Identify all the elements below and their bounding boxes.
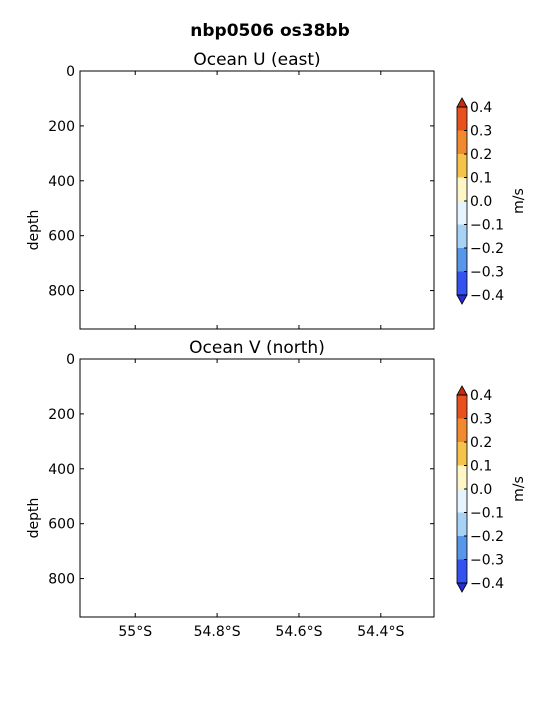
colorbar-tick-label: 0.4: [470, 388, 492, 404]
y-tick-label: 200: [48, 407, 75, 423]
colorbar-extend-top: [456, 385, 468, 396]
x-tick-label: 54.4°S: [357, 624, 404, 640]
colorbar-band: [457, 248, 467, 272]
colorbar-band: [457, 201, 467, 225]
x-tick-label: 54.6°S: [275, 624, 322, 640]
colorbar-tick-label: −0.2: [470, 529, 504, 545]
colorbar-tick-label: −0.1: [470, 218, 504, 234]
colorbar-label: m/s: [511, 476, 527, 502]
x-tick-label: 54.8°S: [194, 624, 241, 640]
y-tick-label: 400: [48, 174, 75, 190]
colorbar-band: [457, 224, 467, 249]
colorbar-tick-label: 0.0: [470, 194, 492, 210]
colorbar-tick-label: −0.4: [470, 288, 504, 304]
colorbar-band: [457, 512, 467, 537]
y-tick-label: 400: [48, 462, 75, 478]
x-tick-label: 55°S: [118, 624, 152, 640]
colorbar-label: m/s: [511, 188, 527, 214]
colorbar-tick-label: 0.0: [470, 482, 492, 498]
colorbar-band: [457, 271, 467, 296]
colorbar-tick-label: −0.3: [470, 265, 504, 281]
plot-area: [79, 358, 435, 618]
colorbar-extend-bottom: [456, 294, 468, 305]
y-tick-label: 200: [48, 119, 75, 135]
colorbar-band: [457, 536, 467, 560]
panel-2: Ocean V (north) 0 200 400 600 800 depth 55°S 54.…: [26, 338, 527, 640]
colorbar-extend-top: [456, 97, 468, 108]
colorbar-band: [457, 177, 467, 202]
colorbar-band: [457, 559, 467, 584]
colorbar-tick-label: 0.2: [470, 147, 492, 163]
colorbar-tick-label: −0.3: [470, 553, 504, 569]
y-tick-label: 600: [48, 229, 75, 245]
colorbar: 0.4 0.3 0.2 0.1 0.0 −0.1 −0.2 −0.3 −0.4 m/s: [456, 385, 527, 593]
colorbar-band: [457, 107, 467, 131]
colorbar-band: [457, 154, 467, 178]
colorbar-tick-label: 0.3: [470, 124, 492, 140]
colorbar-band: [457, 130, 467, 155]
y-axis-label: depth: [26, 210, 42, 251]
y-axis-label: depth: [26, 498, 42, 539]
colorbar-tick-label: 0.3: [470, 412, 492, 428]
colorbar-band: [457, 489, 467, 513]
colorbar-tick-label: 0.4: [470, 100, 492, 116]
colorbar-extend-bottom: [456, 582, 468, 593]
y-tick-label: 800: [48, 284, 75, 300]
colorbar-tick-label: 0.1: [470, 459, 492, 475]
colorbar-band: [457, 418, 467, 443]
colorbar-tick-label: −0.1: [470, 506, 504, 522]
colorbar-band: [457, 442, 467, 466]
panel-1: Ocean U (east)0200400600800depth0.40.30.…: [26, 50, 527, 330]
colorbar-band: [457, 395, 467, 419]
colorbar: 0.4 0.3 0.2 0.1 0.0 −0.1 −0.2 −0.3 −0.4 m/s: [456, 97, 527, 305]
colorbar-tick-label: 0.1: [470, 171, 492, 187]
colorbar-tick-label: −0.4: [470, 576, 504, 592]
panel-title: Ocean U (east): [193, 50, 320, 70]
y-tick-label: 0: [66, 64, 75, 80]
figure-title: nbp0506 os38bb: [190, 21, 349, 41]
plot-area: [79, 70, 435, 330]
y-tick-label: 600: [48, 517, 75, 533]
panel-title: Ocean V (north): [189, 338, 325, 358]
colorbar-tick-label: −0.2: [470, 241, 504, 257]
colorbar-tick-label: 0.2: [470, 435, 492, 451]
colorbar-band: [457, 465, 467, 490]
y-tick-label: 800: [48, 572, 75, 588]
y-tick-label: 0: [66, 352, 75, 368]
